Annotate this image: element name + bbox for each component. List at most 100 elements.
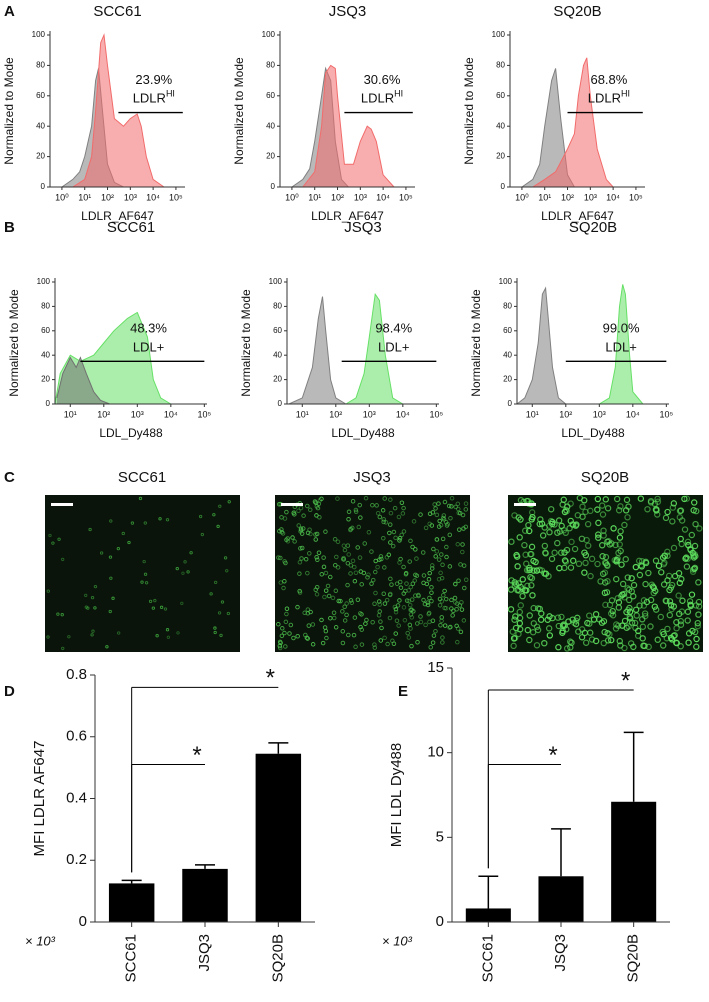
x-tick-label: SCC61: [123, 934, 140, 982]
cell: [624, 585, 631, 592]
cell: [458, 562, 463, 567]
cell: [601, 628, 608, 636]
cell: [408, 612, 414, 617]
cell: [533, 623, 541, 631]
cell: [330, 595, 336, 601]
cell: [639, 623, 647, 630]
cell: [685, 639, 692, 646]
panel-label: C: [4, 469, 15, 486]
cell: [292, 539, 297, 544]
cell: [392, 505, 398, 511]
cell: [346, 632, 351, 638]
cell: [677, 507, 685, 514]
cell: [664, 625, 671, 633]
cell: [460, 512, 466, 518]
cell: [362, 541, 367, 546]
cell: [276, 555, 281, 560]
cell: [427, 570, 432, 576]
cell: [291, 510, 297, 515]
cell: [436, 501, 441, 506]
cell: [359, 627, 364, 632]
cell: [440, 640, 445, 645]
cell: [460, 549, 465, 555]
cell: [677, 643, 684, 650]
cell: [684, 538, 692, 546]
cell: [314, 592, 320, 597]
cell: [654, 498, 662, 505]
cell: [659, 628, 666, 636]
cell: [449, 597, 454, 603]
y-tick-label: 40: [496, 121, 505, 130]
cell: [689, 566, 697, 573]
cell: [319, 572, 325, 577]
cell: [409, 597, 415, 602]
cell: [528, 575, 536, 582]
cell: [442, 623, 448, 628]
cell: [278, 580, 283, 585]
cell: [657, 613, 664, 621]
cell: [524, 582, 531, 590]
cell: [121, 531, 125, 536]
cell: [621, 521, 628, 529]
y-tick-label: 0: [436, 913, 444, 930]
cell: [109, 576, 113, 580]
cell: [348, 563, 354, 568]
cell: [597, 578, 604, 585]
cell: [517, 602, 524, 609]
cell: [645, 643, 652, 651]
cell: [175, 567, 179, 571]
cell: [621, 644, 628, 652]
cell: [291, 635, 296, 641]
cell: [295, 633, 300, 639]
cell: [333, 625, 339, 630]
x-tick-label: 10⁰: [55, 192, 69, 202]
cell: [626, 608, 634, 615]
y-tick-label: 20: [36, 152, 45, 161]
bar: [611, 801, 657, 922]
panel-label: E: [398, 683, 408, 700]
cell: [418, 619, 424, 625]
cell: [176, 631, 180, 635]
cell: [357, 555, 363, 560]
cell: [284, 509, 289, 515]
cell: [522, 527, 529, 534]
cell: [430, 510, 436, 515]
cell: [313, 532, 318, 537]
bar: [465, 908, 511, 922]
cell: [548, 555, 556, 563]
x-tick-label: 10⁴: [606, 192, 620, 202]
histogram-line: [599, 284, 644, 405]
cell: [213, 580, 218, 585]
chart-title: SQ20B: [569, 219, 617, 236]
cell: [340, 609, 345, 614]
cell: [563, 626, 570, 633]
cell: [424, 581, 430, 587]
cell: [442, 499, 448, 505]
cell: [91, 629, 95, 633]
cell: [568, 639, 575, 646]
cell: [307, 507, 313, 513]
cell: [359, 642, 365, 647]
cell: [426, 611, 431, 617]
cell: [382, 565, 387, 570]
gate-label: LDL+: [133, 340, 164, 355]
x-tick-label: JSQ3: [196, 934, 213, 972]
cell: [279, 527, 284, 532]
cell: [562, 529, 569, 537]
x-tick-label: 10⁴: [396, 409, 410, 419]
cell: [625, 586, 633, 593]
cell: [452, 595, 458, 601]
cell: [643, 598, 651, 606]
cell: [46, 635, 50, 639]
cell: [642, 559, 650, 567]
cell: [381, 519, 386, 525]
cell: [592, 610, 600, 618]
cell: [151, 606, 155, 610]
cell: [321, 555, 326, 560]
cell: [148, 599, 153, 604]
cell: [584, 520, 592, 528]
cell: [640, 602, 648, 609]
cell: [297, 588, 302, 594]
cell: [219, 633, 223, 638]
gate-label: LDL+: [378, 340, 409, 355]
